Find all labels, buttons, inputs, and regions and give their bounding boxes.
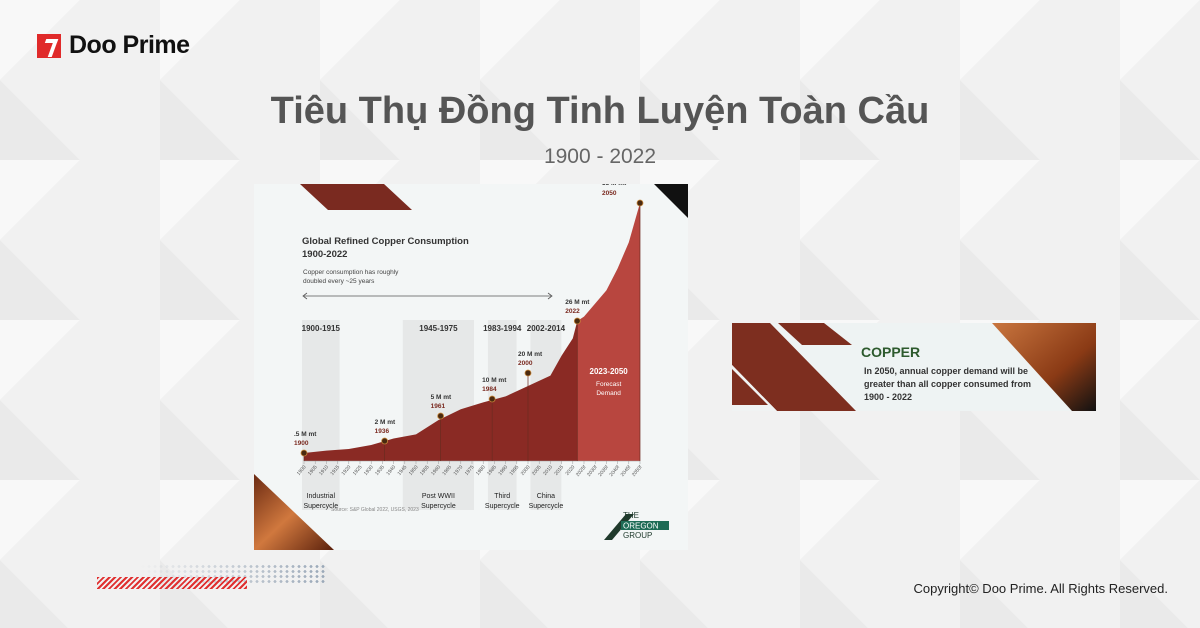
x-tick-label: 2015 [553,464,565,477]
chart-svg: 1900-1915 Industrial Supercycle 1945-1975 Po… [254,184,688,550]
x-tick-label: 1980 [475,464,487,477]
annotation-value: 5 M mt [431,394,452,401]
chart-note-line: doubled every ~25 years [303,278,375,285]
svg-text:OREGON: OREGON [623,522,659,531]
decor-corner [654,184,688,218]
chart-title: Global Refined Copper Consumption [302,236,469,247]
chart-subtitle: 1900-2022 [302,249,347,260]
x-tick-label: 1935 [374,464,386,477]
svg-text:THE: THE [623,511,639,520]
era-label: Supercycle [303,503,338,510]
decor-stripes [97,577,247,589]
x-tick-label: 1905 [307,464,319,477]
copper-banner: COPPER In 2050, annual copper demand wil… [732,323,1096,411]
x-tick-label: 1950 [408,464,420,477]
annotation-dot [300,449,308,457]
x-tick-label: 2000 [520,464,532,477]
oregon-group-logo: THE OREGON GROUP [604,511,669,540]
annotation-value: .5 M mt [294,431,317,438]
historical-area [304,321,578,461]
x-tick-label: 1930 [363,464,375,477]
chart-note: Copper consumption has roughly [303,269,399,276]
x-tick-label: 2030f [586,464,599,478]
era-label: Industrial [307,493,336,500]
copper-consumption-chart: 1900-1915 Industrial Supercycle 1945-1975 Po… [254,184,688,550]
x-tick-label: 1995 [509,464,521,477]
era-label: Third [494,493,510,500]
era-range: 2002-2014 [527,324,566,333]
x-tick-label: 1915 [329,464,341,477]
annotation-dot [437,412,445,420]
x-tick-label: 1925 [352,464,364,477]
chart-note-line: Copper consumption has roughly [303,269,399,276]
svg-text:GROUP: GROUP [623,531,652,540]
x-tick-label: 2050f [631,464,644,478]
banner-heading: COPPER [861,344,921,360]
x-tick-label: 1920 [341,464,353,477]
banner-text: In 2050, annual copper demand will be gr… [864,366,1032,402]
chart-note-2: doubled every ~25 years [303,278,375,285]
chart-source: Source: S&P Global 2022, USGS, 2023 [331,507,419,513]
copyright: Copyright© Doo Prime. All Rights Reserve… [913,581,1168,596]
annotation-value: 53 M mt [602,184,627,187]
annotation-value: 10 M mt [482,377,507,384]
annotation-year: 1936 [375,428,390,435]
annotation-dot [381,437,389,445]
x-tick-label: 1900 [296,464,308,477]
era-label: Supercycle [485,503,520,510]
x-tick-label: 1940 [385,464,397,477]
x-tick-label: 1955 [419,464,431,477]
era-range: 1900-1915 [302,324,341,333]
annotation-value: 20 M mt [518,351,543,358]
x-tick-label: 2005 [531,464,543,477]
annotation-value: 2 M mt [375,419,396,426]
annotation-year: 1961 [431,403,446,410]
forecast-label: Demand [596,390,621,397]
annotation-dot [524,369,532,377]
x-tick-label: 1945 [397,464,409,477]
x-tick-label: 1990 [497,464,509,477]
era-range: 1945-1975 [419,324,458,333]
arrow-heads [302,292,553,300]
x-tick-label: 2035f [597,464,610,478]
x-tick-label: 2020 [565,464,577,477]
doo-prime-logo-icon [37,33,61,58]
forecast-range: 2023-2050 [590,367,629,376]
annotation-year: 2050 [602,190,617,197]
x-tick-label: 2025f [575,464,588,478]
era-label: Supercycle [529,503,564,510]
x-tick-label: 1970 [453,464,465,477]
annotation-year: 2022 [565,308,580,315]
forecast-label: Forecast [596,381,621,388]
x-tick-label: 2040f [608,464,621,478]
annotation-year: 1900 [294,440,309,447]
brand-name: Doo Prime [69,31,190,59]
banner-decor [732,323,1096,411]
copper-wire-image [254,474,334,550]
era-range: 1983-1994 [483,324,522,333]
x-tick-label: 1965 [441,464,453,477]
era-band [302,320,340,510]
annotation-dot [636,199,644,207]
x-tick-label: 1910 [318,464,330,477]
x-tick-label: 1975 [464,464,476,477]
annotation-value: 26 M mt [565,299,590,306]
era-label: China [537,493,555,500]
annotation-dot [488,395,496,403]
annotation-year: 2000 [518,360,533,367]
forecast-area [577,203,640,461]
x-tick-label: 2010 [542,464,554,477]
annotation-dot [573,317,581,325]
page-subtitle: 1900 - 2022 [543,145,657,168]
page-title: Tiêu Thụ Đồng Tinh Luyện Toàn Cầu [270,90,930,132]
decor-stripe [300,184,412,210]
era-label: Supercycle [421,503,456,510]
annotation-year: 1984 [482,386,497,393]
x-tick-label: 2045f [620,464,633,478]
x-tick-label: 1960 [430,464,442,477]
era-label: Post WWII [422,493,455,500]
doo-prime-logo: Doo Prime [37,31,190,60]
x-tick-label: 1985 [486,464,498,477]
